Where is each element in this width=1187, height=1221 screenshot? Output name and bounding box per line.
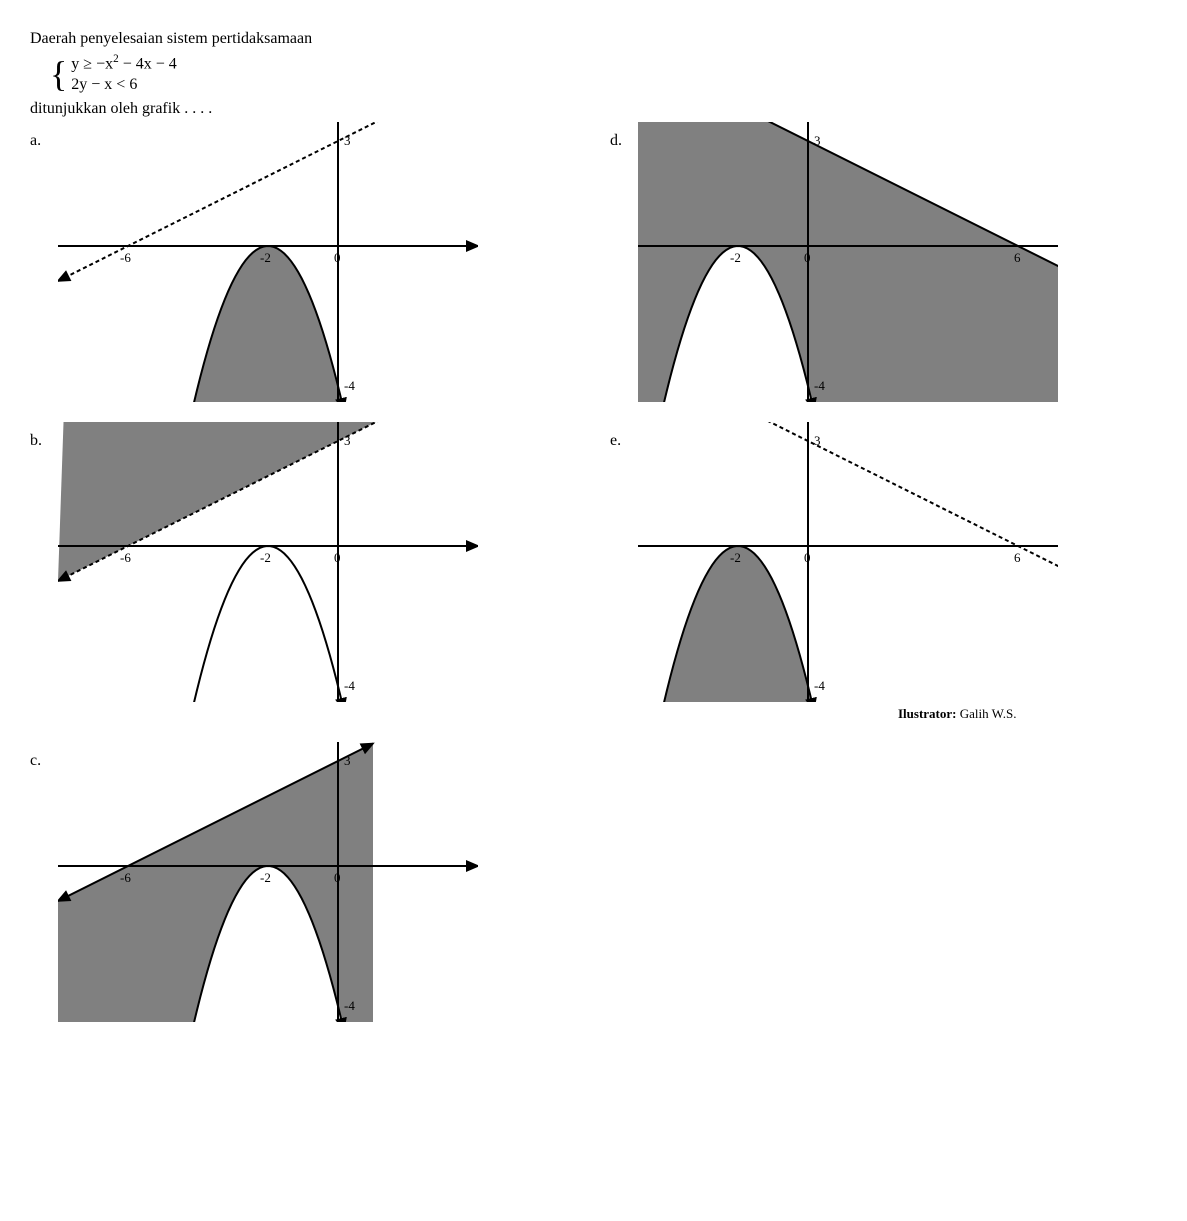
option-e: e. XY-2063-4 Ilustrator: Galih W.S. — [610, 422, 1130, 722]
question-text: Daerah penyelesaian sistem pertidaksamaa… — [30, 30, 1157, 48]
option-label-a: a. — [30, 122, 58, 150]
option-c: c. XY-6-203-4 — [30, 742, 550, 1022]
svg-text:-4: -4 — [344, 678, 355, 693]
svg-text:-6: -6 — [120, 870, 131, 885]
system-line-1: y ≥ −x2 − 4x − 4 — [71, 52, 176, 75]
option-label-c: c. — [30, 742, 58, 770]
option-label-b: b. — [30, 422, 58, 450]
option-label-d: d. — [610, 122, 638, 150]
svg-text:0: 0 — [804, 250, 811, 265]
brace-symbol: { — [50, 56, 67, 92]
svg-text:0: 0 — [334, 550, 341, 565]
svg-text:-2: -2 — [260, 550, 271, 565]
option-a: a. XY-6-203-4 — [30, 122, 550, 402]
chart-e: XY-2063-4 — [638, 422, 1058, 702]
option-label-e: e. — [610, 422, 638, 450]
svg-text:-2: -2 — [260, 250, 271, 265]
svg-text:-6: -6 — [120, 250, 131, 265]
svg-text:6: 6 — [1014, 250, 1021, 265]
svg-text:-4: -4 — [344, 378, 355, 393]
option-d: d. XY-2063-4 — [610, 122, 1130, 402]
svg-text:-4: -4 — [814, 678, 825, 693]
svg-text:-2: -2 — [260, 870, 271, 885]
chart-a: XY-6-203-4 — [58, 122, 478, 402]
chart-c: XY-6-203-4 — [58, 742, 478, 1022]
option-b: b. XY-6-203-4 — [30, 422, 550, 722]
svg-text:6: 6 — [1014, 550, 1021, 565]
svg-text:-4: -4 — [344, 998, 355, 1013]
svg-text:-6: -6 — [120, 550, 131, 565]
svg-text:0: 0 — [804, 550, 811, 565]
prompt-text: ditunjukkan oleh grafik . . . . — [30, 100, 1157, 118]
chart-d: XY-2063-4 — [638, 122, 1058, 402]
inequality-system: { y ≥ −x2 − 4x − 4 2y − x < 6 — [50, 52, 1157, 96]
svg-text:-4: -4 — [814, 378, 825, 393]
svg-text:0: 0 — [334, 250, 341, 265]
system-line-2: 2y − x < 6 — [71, 75, 176, 96]
svg-text:-2: -2 — [730, 550, 741, 565]
chart-b: XY-6-203-4 — [58, 422, 478, 702]
illustrator-credit: Ilustrator: Galih W.S. — [898, 706, 1058, 722]
svg-text:0: 0 — [334, 870, 341, 885]
svg-text:-2: -2 — [730, 250, 741, 265]
